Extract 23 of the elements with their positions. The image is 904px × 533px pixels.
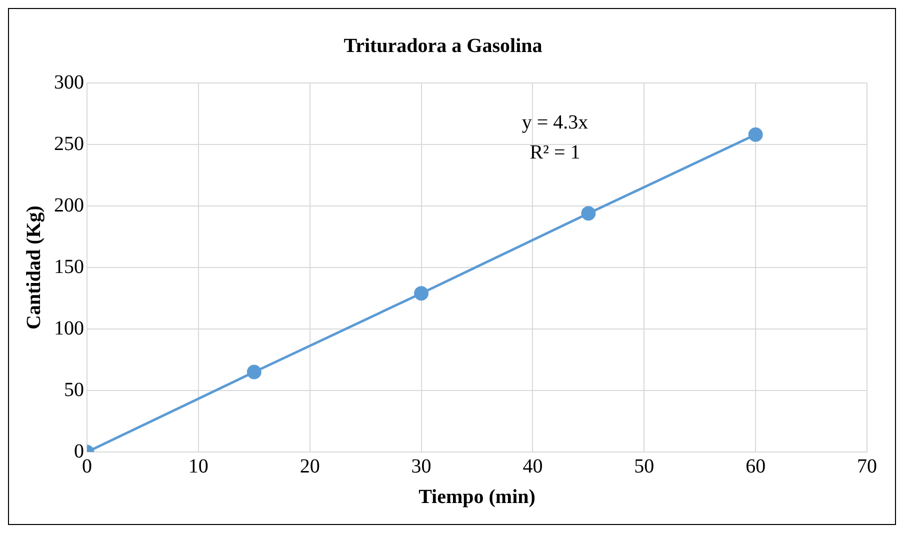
y-axis-title: Cantidad (Kg): [23, 206, 46, 330]
x-tick-label: 20: [300, 455, 320, 478]
x-tick-label: 60: [746, 455, 766, 478]
point: [748, 127, 763, 142]
y-tick-label: 250: [54, 132, 84, 155]
x-tick-label: 40: [522, 455, 543, 478]
x-tick-label: 30: [411, 455, 432, 478]
annotation: y = 4.3x: [522, 111, 588, 134]
x-axis-title: Tiempo (min): [418, 486, 536, 508]
x-tick-label: 50: [634, 455, 654, 478]
annotation: R² = 1: [530, 141, 580, 164]
y-tick-label: 300: [54, 71, 84, 94]
x-tick-label: 70: [857, 455, 877, 478]
point: [414, 286, 429, 301]
y-tick-label: 150: [54, 256, 84, 278]
y-tick-label: 0: [74, 440, 84, 462]
point: [246, 364, 262, 380]
y-tick-label: 50: [64, 378, 84, 401]
y-tick-label: 100: [54, 317, 84, 340]
x-tick-label: 10: [188, 455, 208, 478]
point: [581, 206, 596, 221]
y-tick-label: 200: [54, 194, 84, 216]
chart-title: Trituradora a Gasolina: [344, 35, 542, 58]
